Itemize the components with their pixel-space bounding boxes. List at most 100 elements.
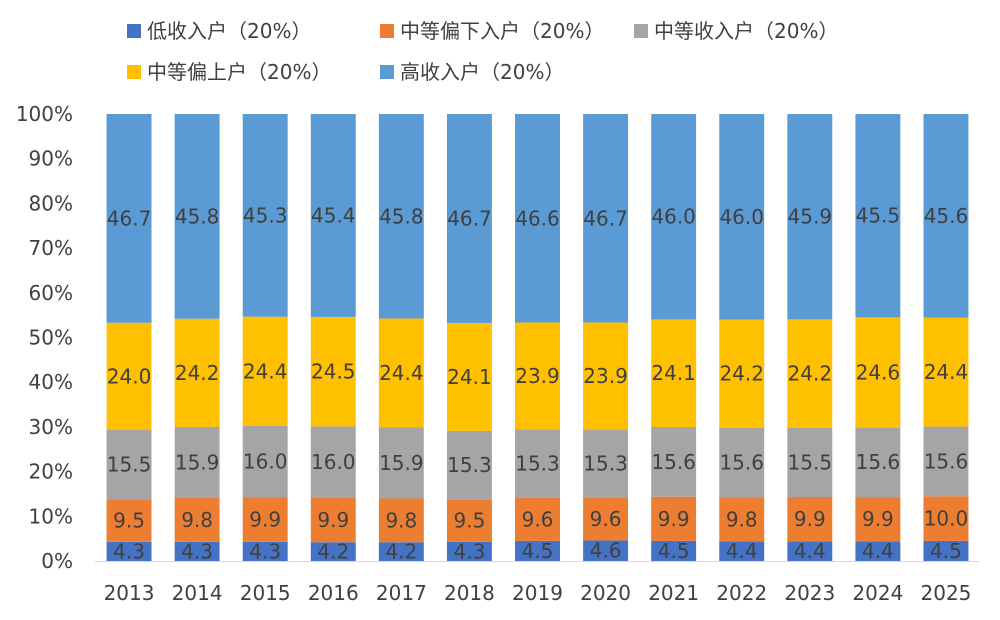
data-label: 4.6 bbox=[590, 539, 622, 563]
data-label: 24.4 bbox=[243, 359, 288, 383]
data-label: 9.8 bbox=[726, 507, 758, 531]
bar-segment bbox=[719, 427, 765, 498]
x-tick-label: 2014 bbox=[172, 581, 223, 605]
x-tick-label: 2022 bbox=[716, 581, 767, 605]
y-axis: 0% 10% 20% 30% 40% 50% 60% 70% 80% 90% 100% bbox=[16, 102, 73, 573]
data-label: 24.0 bbox=[107, 364, 152, 388]
bar-segment bbox=[310, 316, 356, 427]
bar-segment bbox=[515, 540, 560, 561]
data-label: 4.2 bbox=[317, 540, 349, 564]
bar-segment bbox=[855, 114, 901, 318]
bar-segment bbox=[310, 426, 356, 498]
legend-label: 低收入户（20%） bbox=[147, 19, 311, 43]
data-label: 4.5 bbox=[658, 539, 690, 563]
x-tick-label: 2017 bbox=[376, 581, 427, 605]
data-label: 24.4 bbox=[924, 360, 969, 384]
bar-segment bbox=[446, 499, 492, 542]
bar-segment bbox=[174, 318, 220, 427]
data-label: 9.5 bbox=[113, 509, 145, 533]
bar-segment bbox=[719, 541, 765, 561]
bar-segment bbox=[174, 497, 220, 542]
bar-segment bbox=[106, 114, 152, 323]
data-label: 15.3 bbox=[515, 452, 560, 476]
y-tick-label: 30% bbox=[29, 415, 73, 439]
y-tick-label: 100% bbox=[16, 102, 73, 126]
data-label: 24.2 bbox=[175, 361, 220, 385]
y-tick-label: 70% bbox=[29, 236, 73, 260]
bar-segment bbox=[923, 496, 969, 541]
x-tick-label: 2023 bbox=[784, 581, 835, 605]
bar-segment bbox=[651, 540, 697, 561]
x-tick-label: 2016 bbox=[308, 581, 359, 605]
data-label: 9.9 bbox=[249, 508, 281, 532]
legend-label: 中等偏上户（20%） bbox=[147, 60, 331, 84]
data-label: 45.4 bbox=[311, 203, 356, 227]
data-label: 15.6 bbox=[924, 449, 969, 473]
data-label: 46.7 bbox=[107, 206, 152, 230]
bar-segment bbox=[242, 114, 288, 317]
legend-swatch bbox=[380, 65, 394, 79]
data-label: 4.5 bbox=[930, 539, 962, 563]
bar-segment bbox=[446, 430, 492, 500]
bar-segment bbox=[378, 114, 424, 319]
data-label: 46.6 bbox=[515, 206, 560, 230]
data-label: 9.9 bbox=[794, 507, 826, 531]
y-tick-label: 10% bbox=[29, 504, 73, 528]
data-label: 15.3 bbox=[583, 451, 628, 475]
data-label: 46.7 bbox=[447, 206, 492, 230]
bar-segment bbox=[787, 541, 833, 561]
data-label: 24.5 bbox=[311, 360, 356, 384]
bar-segment bbox=[106, 499, 152, 542]
data-label: 9.5 bbox=[454, 509, 486, 533]
legend-label: 高收入户（20%） bbox=[400, 60, 564, 84]
data-label: 10.0 bbox=[924, 507, 969, 531]
data-label: 15.5 bbox=[107, 453, 152, 477]
data-label: 9.8 bbox=[385, 508, 417, 532]
bar-segment bbox=[583, 429, 629, 498]
data-label: 45.9 bbox=[788, 205, 833, 229]
bar-segment bbox=[855, 541, 901, 561]
bar-segment bbox=[651, 427, 697, 497]
data-label: 46.7 bbox=[583, 206, 628, 230]
data-label: 15.5 bbox=[788, 450, 833, 474]
data-label: 24.1 bbox=[447, 365, 492, 389]
bar-segment bbox=[174, 114, 220, 319]
data-label: 23.9 bbox=[583, 364, 628, 388]
bar-segment bbox=[378, 498, 424, 543]
bar-segment bbox=[310, 114, 356, 317]
x-axis: 2013 2014 2015 2016 2017 2018 2019 2020 2021 2022… bbox=[95, 561, 980, 605]
bar-segment bbox=[515, 429, 560, 498]
bar-segment bbox=[583, 497, 629, 541]
data-label: 15.6 bbox=[719, 451, 764, 475]
data-label: 15.9 bbox=[175, 450, 220, 474]
y-tick-label: 50% bbox=[29, 326, 73, 350]
bar-segment bbox=[583, 114, 629, 323]
data-label: 4.4 bbox=[862, 539, 894, 563]
data-label: 23.9 bbox=[515, 364, 560, 388]
legend-swatch bbox=[127, 24, 141, 38]
y-tick-label: 60% bbox=[29, 281, 73, 305]
y-tick-label: 0% bbox=[41, 549, 73, 573]
x-tick-label: 2020 bbox=[580, 581, 631, 605]
bar-segment bbox=[106, 541, 152, 561]
data-label: 45.5 bbox=[856, 204, 901, 228]
bar-segment bbox=[446, 322, 492, 431]
x-tick-label: 2018 bbox=[444, 581, 495, 605]
data-label: 24.1 bbox=[651, 361, 696, 385]
x-tick-label: 2015 bbox=[240, 581, 291, 605]
bar-segment bbox=[310, 542, 356, 561]
bar-segment bbox=[378, 318, 424, 428]
data-label: 46.0 bbox=[651, 205, 696, 229]
bar-segment bbox=[378, 542, 424, 561]
x-tick-label: 2021 bbox=[648, 581, 699, 605]
data-label: 15.9 bbox=[379, 451, 424, 475]
data-label: 24.6 bbox=[856, 360, 901, 384]
bar-segment bbox=[719, 319, 765, 428]
bar-segment bbox=[923, 114, 969, 318]
y-tick-label: 20% bbox=[29, 460, 73, 484]
data-label: 4.4 bbox=[726, 539, 758, 563]
legend-label: 中等偏下入户（20%） bbox=[400, 19, 604, 43]
x-tick-label: 2013 bbox=[104, 581, 155, 605]
data-label: 4.5 bbox=[522, 539, 554, 563]
